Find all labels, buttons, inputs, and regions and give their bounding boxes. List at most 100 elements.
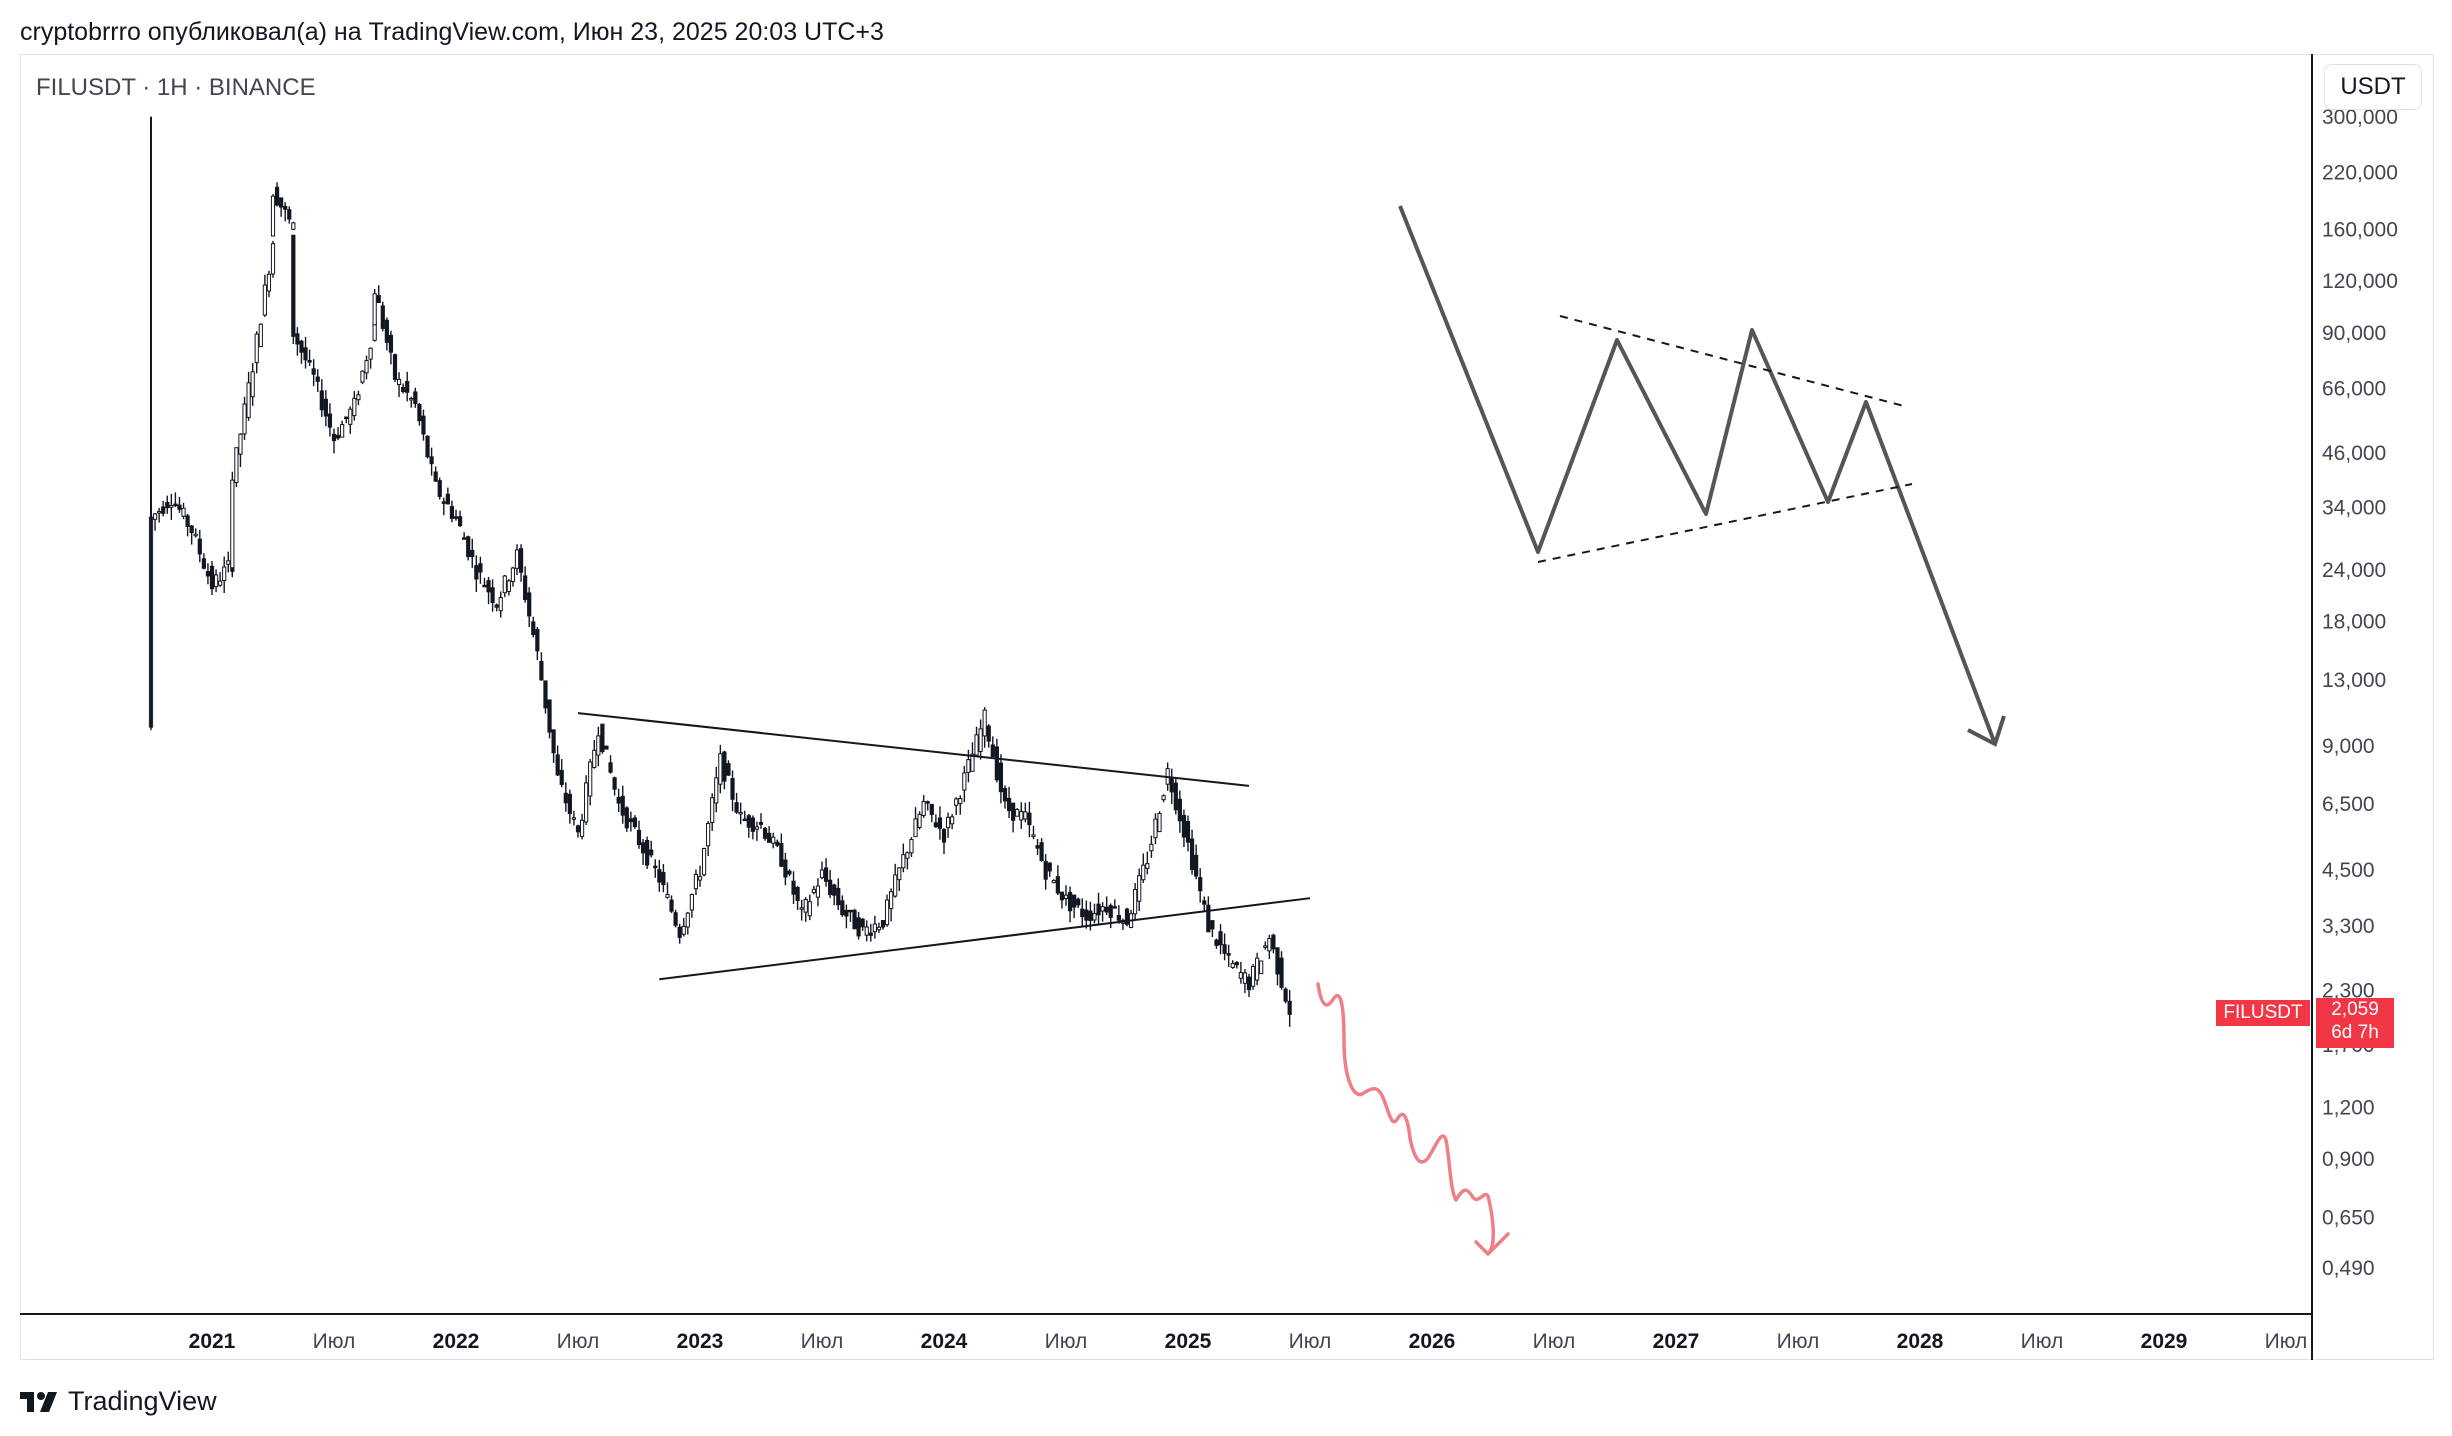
candle-body [1238,972,1243,979]
candle-body [335,434,341,439]
price-tick-label: 24,000 [2322,559,2386,582]
candle-body [649,849,654,856]
candle-body [673,912,678,926]
candle-body [1072,894,1077,908]
bearish-projection-path[interactable] [1316,982,1510,1256]
candle-body [449,506,455,519]
projection-zigzag[interactable] [1398,205,1997,745]
candle-body [1250,965,1256,987]
candle-body [1226,953,1231,956]
candle-body [653,865,658,869]
candle-body [783,859,788,878]
candle-body [1189,838,1195,870]
candle-body [612,777,617,790]
candle-body [189,525,194,534]
candle-body [681,925,686,935]
axis-lines [20,54,2313,1360]
candle-body [413,391,418,405]
candle-body [1234,962,1239,966]
projection-upper-dashed[interactable] [1559,315,1905,407]
price-tick-label: 9,000 [2322,735,2375,758]
candle-body [856,917,861,937]
candle-body [388,334,394,353]
candle-body [1080,908,1085,918]
candle-body [640,842,646,854]
candle-body [1055,876,1060,894]
candle-body [1006,797,1012,812]
candle-body [657,869,662,883]
candle-body [836,887,841,906]
price-tick-label: 300,000 [2322,106,2398,129]
candle-body [270,243,276,275]
candle-body [819,869,825,879]
tradingview-brand[interactable]: TradingView [20,1386,217,1417]
price-tick-label: 13,000 [2322,669,2386,692]
price-tick-label: 4,500 [2322,859,2375,882]
candle-body [1039,842,1044,861]
publication-attribution: cryptobrrro опубликовал(а) на TradingVie… [20,18,884,46]
candle-body [1019,810,1024,821]
candle-body [803,899,808,913]
currency-button[interactable]: USDT [2324,64,2422,110]
candle-body [230,479,235,569]
candle-body [551,729,556,754]
candle-body [401,386,406,393]
candle-body [945,816,951,829]
candle-body [880,920,886,928]
candle-body [632,817,638,828]
candle-body [986,725,991,742]
price-tick-label: 0,490 [2322,1257,2375,1280]
symbol-price-tag: FILUSDT [2216,1000,2310,1026]
triangle-upper-trendline[interactable] [577,712,1250,787]
candle-body [1202,900,1207,905]
candle-body [1194,854,1199,877]
candle-body [494,604,499,608]
candle-body [1141,864,1146,881]
candle-body [1181,814,1187,838]
candle-body [567,793,572,814]
time-tick-label: 2026 [1409,1330,1456,1353]
triangle-lower-trendline[interactable] [659,897,1311,981]
candle-body [1133,888,1138,915]
candle-body [319,390,324,411]
candle-body [327,413,333,428]
candle-body [832,884,837,896]
candle-body [352,397,357,417]
candle-body [872,923,877,933]
candle-body [1287,1000,1292,1015]
candle-body [1027,812,1032,826]
drawings [577,205,2006,1256]
price-tick-label: 6,500 [2322,793,2375,816]
candle-body [295,333,300,345]
candle-body [1185,821,1191,843]
candle-body [360,370,365,383]
candle-body [470,549,475,558]
price-tick-label: 220,000 [2322,161,2398,184]
candle-body [807,901,812,917]
candle-body [828,879,833,895]
candle-body [738,811,743,815]
candle-body [941,828,947,843]
candle-body [929,803,934,815]
candle-body [1169,777,1174,793]
candle-body [974,734,979,756]
candle-body [1230,962,1235,968]
candle-body [608,762,613,773]
candle-body [1271,934,1276,950]
time-tick-label: Июл [1045,1330,1088,1353]
candle-body [165,502,170,509]
projection-lower-dashed[interactable] [1537,483,1913,563]
candle-body [962,772,967,791]
time-axis: 2021 Июл 2022 Июл 2023 Июл 2024 Июл 2025 Июл 2026 И… [189,1330,2308,1353]
candle-body [1031,834,1036,837]
candle-body [779,843,784,867]
candle-body [287,209,292,220]
candle-body [1137,875,1142,902]
candle-body [1076,898,1081,906]
candle-body [823,867,829,882]
candle-body [665,893,670,898]
candle-body [498,597,503,612]
candle-body [937,817,943,829]
candle-body [750,817,755,832]
